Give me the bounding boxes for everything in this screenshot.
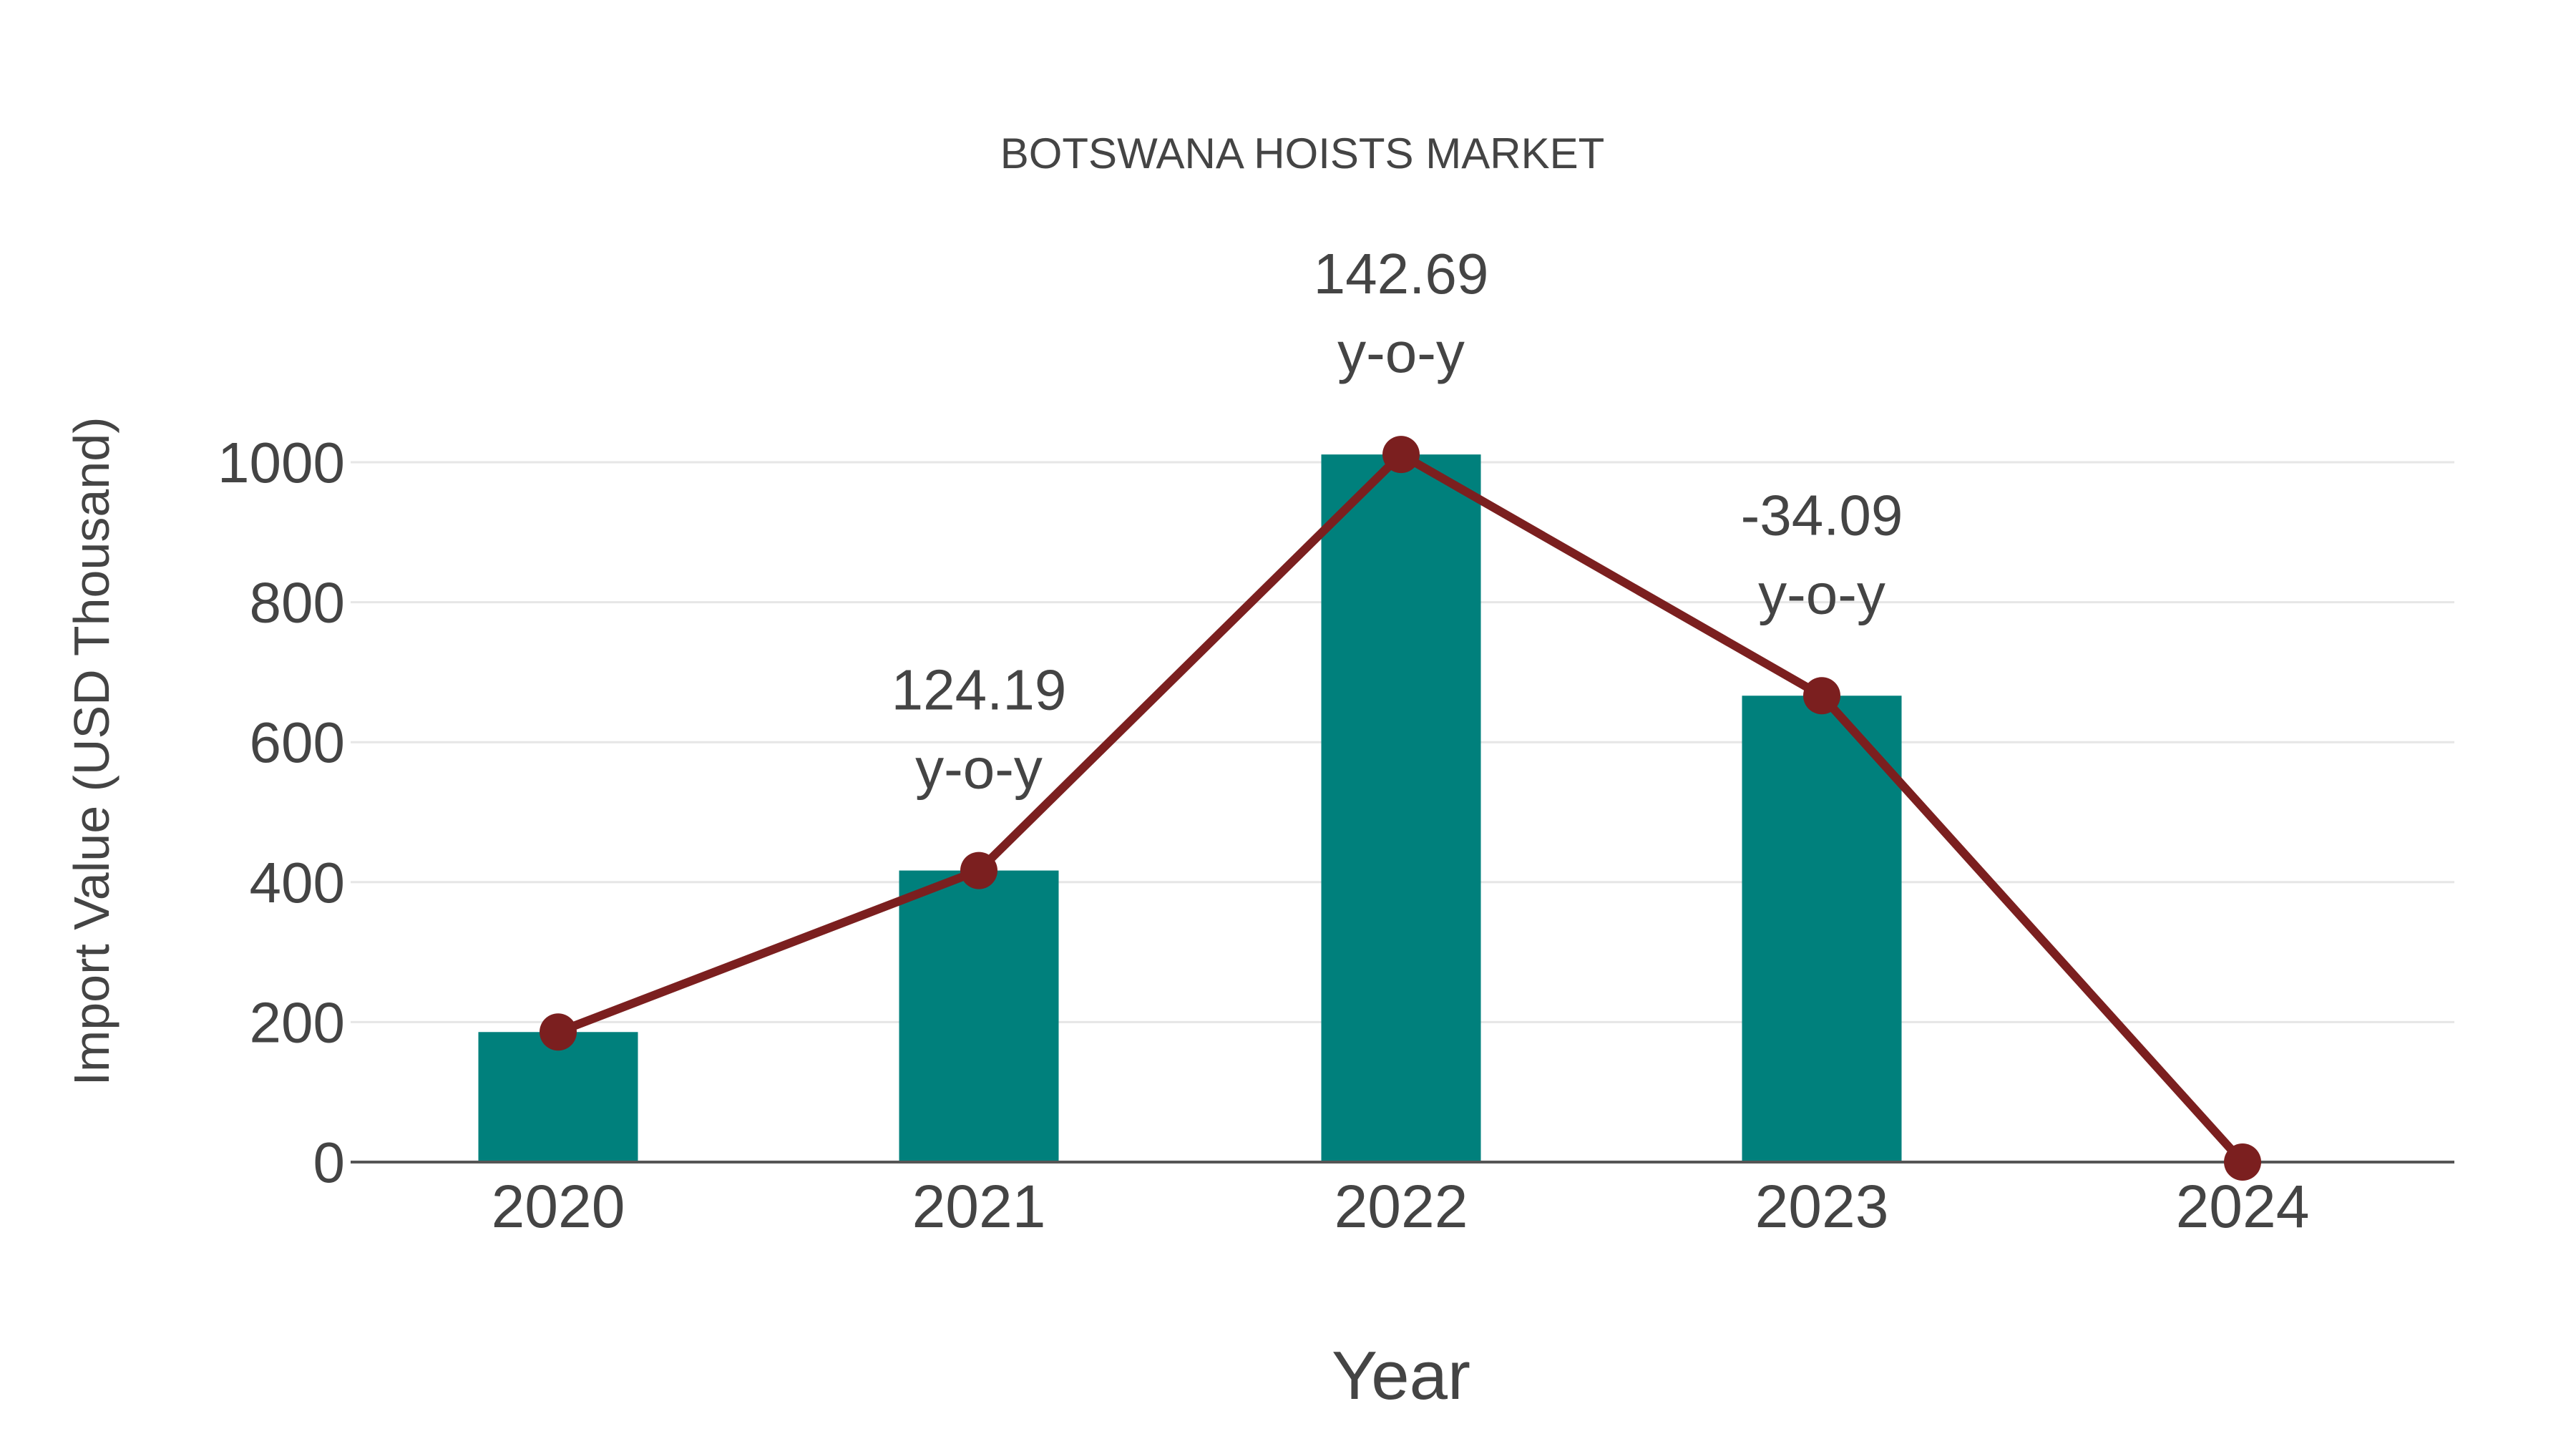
y-axis-title: Import Value (USD Thousand) — [64, 416, 119, 1085]
y-tick-label: 600 — [250, 711, 345, 774]
line-marker — [2224, 1143, 2261, 1181]
x-axis-title: Year — [1332, 1337, 1470, 1414]
line-marker — [1382, 436, 1420, 474]
bar-series — [478, 454, 1902, 1162]
y-tick-label: 0 — [313, 1131, 346, 1194]
yoy-annotations: 124.19 y-o-y 142.69 y-o-y -34.09 y-o-y — [892, 242, 1903, 800]
y-tick-label: 200 — [250, 990, 345, 1054]
yoy-value: 124.19 — [892, 658, 1067, 722]
chart-title: BOTSWANA HOISTS MARKET — [1000, 130, 1605, 177]
bar-2022 — [1321, 454, 1481, 1162]
x-tick-label: 2024 — [2176, 1173, 2310, 1240]
yoy-value: 142.69 — [1314, 242, 1489, 306]
yoy-suffix: y-o-y — [1758, 562, 1885, 625]
yoy-suffix: y-o-y — [915, 737, 1043, 801]
line-series — [540, 436, 2261, 1181]
y-tick-label: 400 — [250, 851, 345, 914]
x-tick-label: 2023 — [1755, 1173, 1889, 1240]
bar-2020 — [478, 1032, 638, 1162]
line-marker — [540, 1013, 577, 1051]
y-axis-ticks: 0 200 400 600 800 1000 — [218, 431, 345, 1194]
x-tick-label: 2021 — [912, 1173, 1046, 1240]
x-tick-label: 2022 — [1335, 1173, 1468, 1240]
x-axis-ticks: 2020 2021 2022 2023 2024 — [492, 1173, 2310, 1240]
y-tick-label: 1000 — [218, 431, 345, 494]
bar-2021 — [899, 870, 1059, 1162]
y-tick-label: 800 — [250, 571, 345, 635]
line-marker — [960, 852, 997, 889]
bar-2023 — [1742, 696, 1902, 1162]
yoy-value: -34.09 — [1741, 483, 1903, 547]
line-marker — [1803, 677, 1840, 715]
yoy-suffix: y-o-y — [1337, 321, 1465, 384]
x-tick-label: 2020 — [492, 1173, 625, 1240]
